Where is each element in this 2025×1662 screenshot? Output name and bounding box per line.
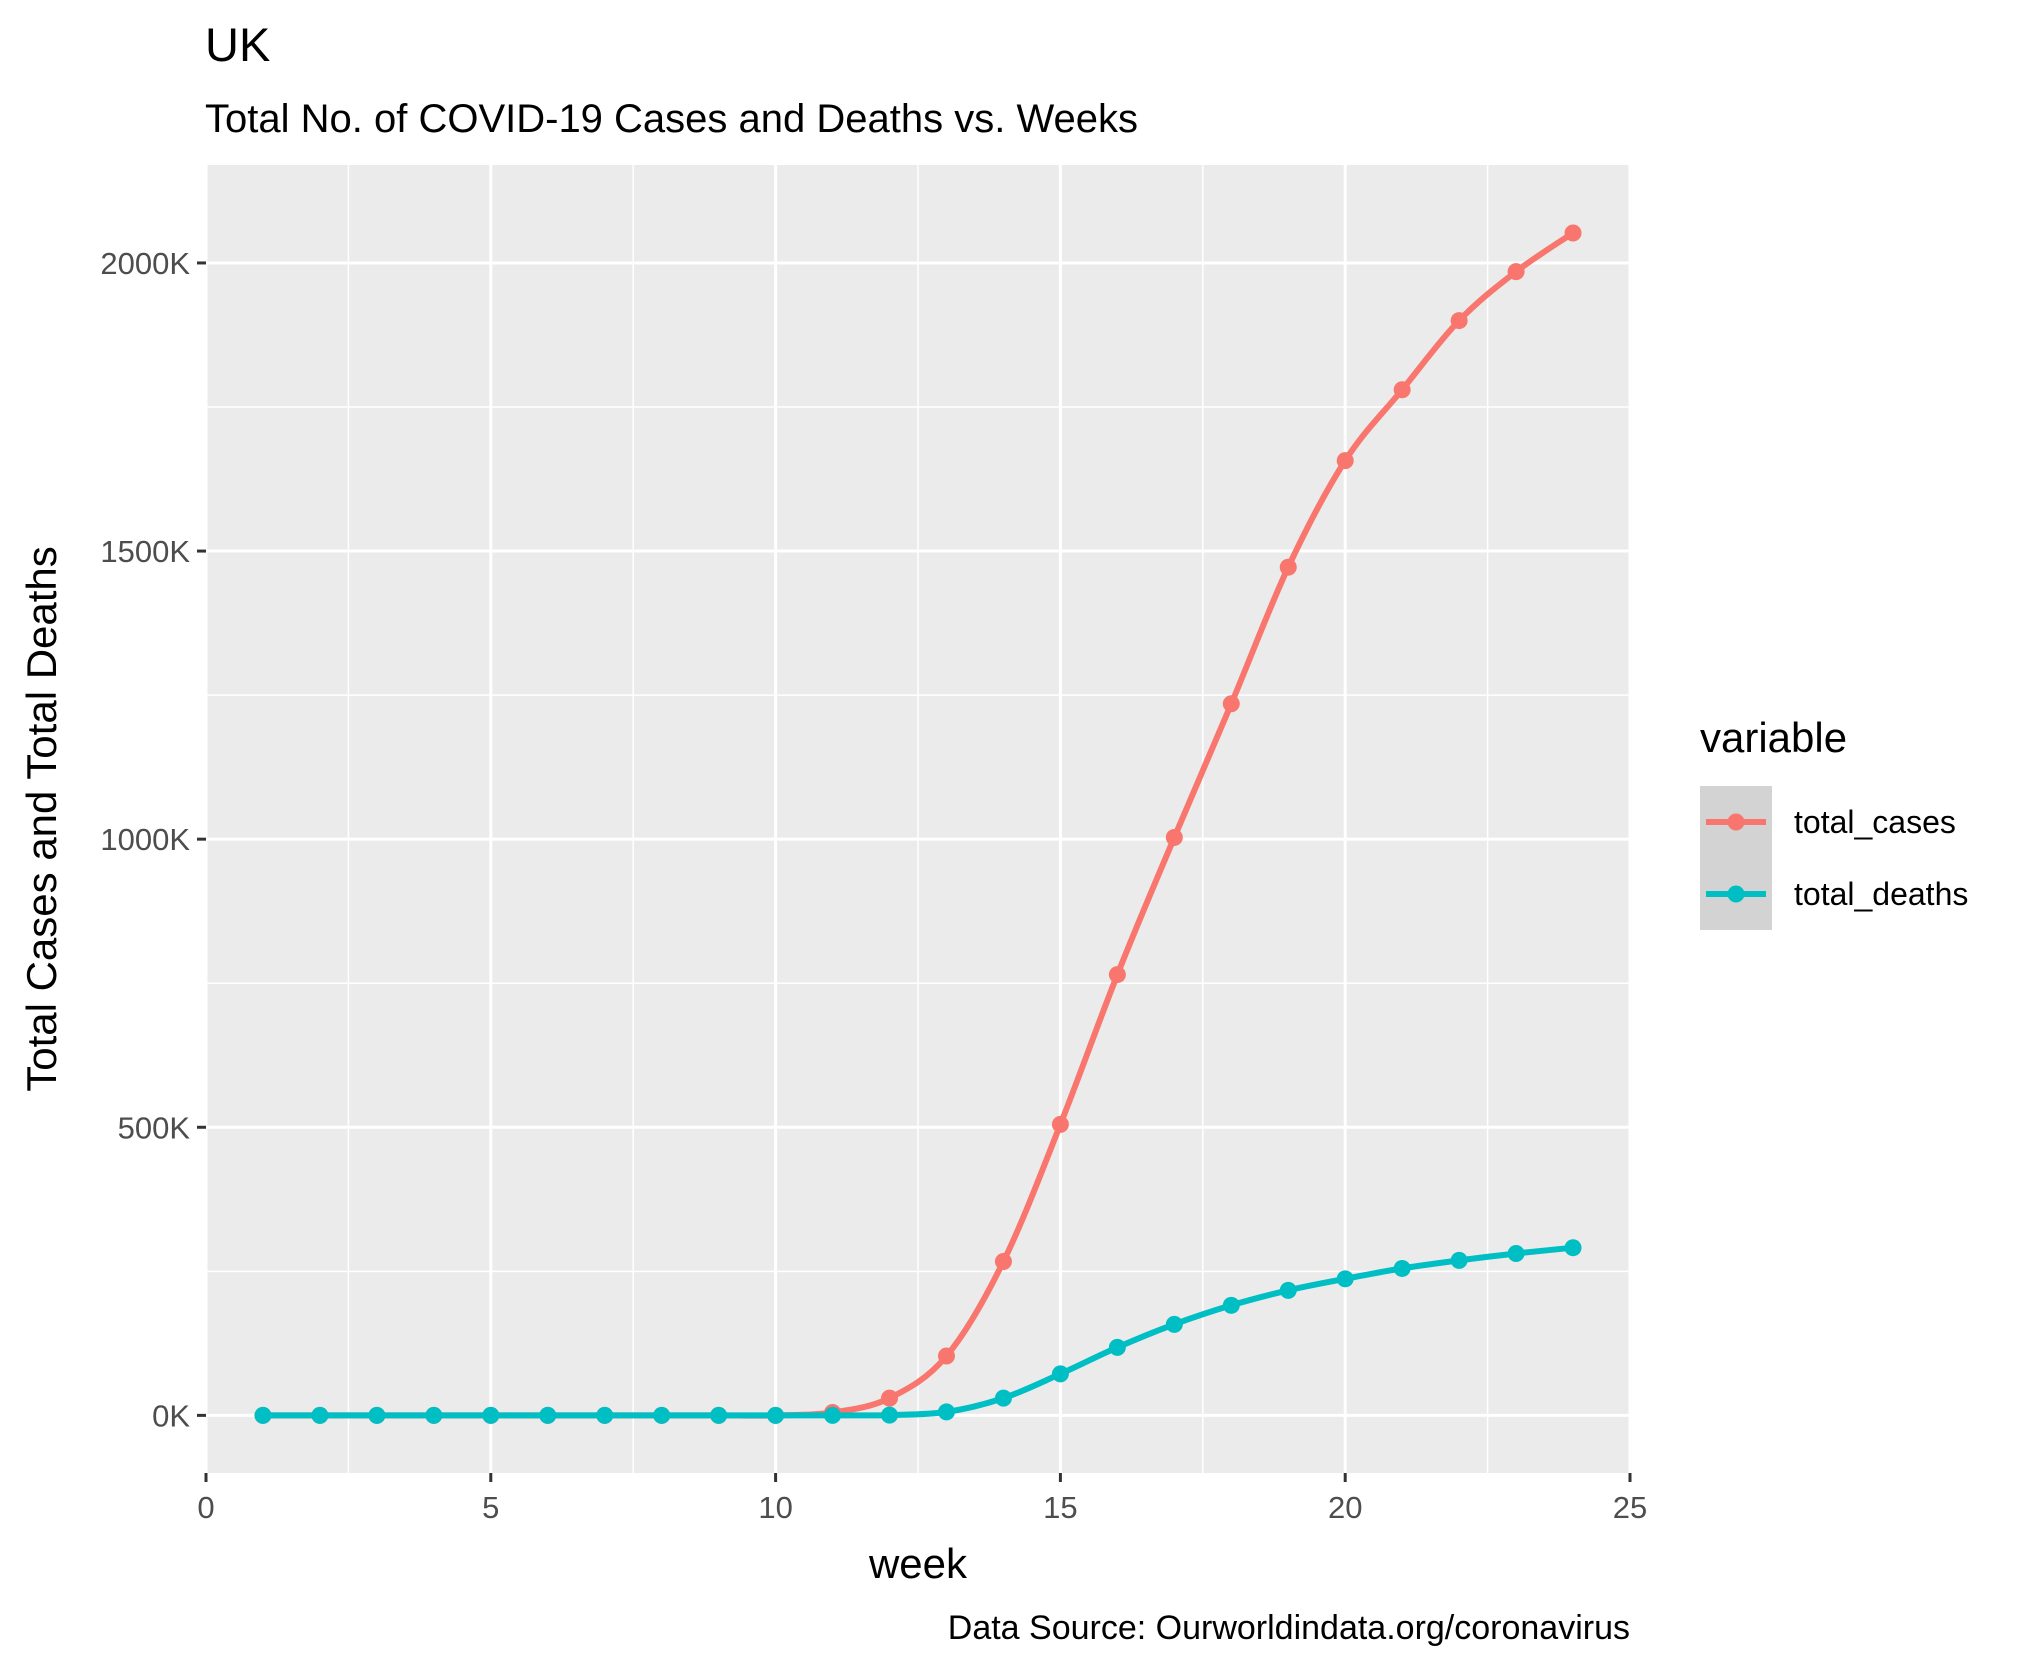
data-point — [539, 1406, 557, 1424]
data-point — [1393, 1259, 1411, 1277]
data-point — [1279, 1281, 1297, 1299]
legend-items: total_cases total_deaths — [1700, 786, 1968, 930]
data-point — [1165, 1315, 1183, 1333]
data-point — [710, 1406, 728, 1424]
legend-item-total-cases: total_cases — [1706, 804, 1956, 840]
data-point — [482, 1406, 500, 1424]
legend: variable total_cases total_deaths — [1700, 714, 1968, 930]
chart-title: UK — [205, 18, 270, 71]
y-tick-label: 1500K — [100, 534, 190, 569]
data-point — [368, 1406, 386, 1424]
legend-key-point — [1727, 813, 1745, 831]
x-axis-label: week — [868, 1540, 968, 1587]
data-point — [1165, 828, 1183, 846]
data-point — [881, 1406, 899, 1424]
data-point — [311, 1406, 329, 1424]
data-point — [1507, 1244, 1525, 1262]
legend-title: variable — [1700, 714, 1847, 761]
data-point — [767, 1406, 785, 1424]
data-point — [1336, 452, 1354, 470]
chart-subtitle: Total No. of COVID-19 Cases and Deaths v… — [205, 97, 1138, 141]
legend-label: total_deaths — [1794, 876, 1968, 912]
data-point — [824, 1406, 842, 1424]
data-point — [1564, 1239, 1582, 1257]
data-point — [1450, 1251, 1468, 1269]
data-point — [1108, 1338, 1126, 1356]
data-point — [1108, 966, 1126, 984]
data-point — [881, 1389, 899, 1407]
data-point — [1051, 1365, 1069, 1383]
data-point — [937, 1403, 955, 1421]
data-point — [1393, 381, 1411, 399]
data-point — [1450, 312, 1468, 330]
data-point — [1222, 1296, 1240, 1314]
data-point — [596, 1406, 614, 1424]
data-point — [994, 1389, 1012, 1407]
y-tick-label: 1000K — [100, 822, 190, 857]
x-tick-label: 0 — [197, 1490, 214, 1525]
caption: Data Source: Ourworldindata.org/coronavi… — [948, 1609, 1630, 1647]
x-tick-label: 25 — [1613, 1490, 1647, 1525]
data-point — [1507, 263, 1525, 281]
legend-item-total-deaths: total_deaths — [1706, 876, 1968, 912]
data-point — [653, 1406, 671, 1424]
series-layer — [254, 224, 1582, 1424]
grid — [204, 165, 1632, 1473]
data-point — [425, 1406, 443, 1424]
data-point — [1279, 558, 1297, 576]
legend-label: total_cases — [1794, 804, 1956, 840]
x-tick-label: 5 — [482, 1490, 499, 1525]
data-point — [1564, 224, 1582, 242]
x-tick-label: 10 — [758, 1490, 792, 1525]
data-point — [994, 1253, 1012, 1271]
x-tick-label: 20 — [1328, 1490, 1362, 1525]
axes: 0 5 10 15 20 25 0K 500K 1000K 1500K 2000K — [100, 246, 1647, 1525]
legend-key-background — [1700, 786, 1772, 930]
y-tick-label: 500K — [118, 1110, 191, 1145]
x-tick-label: 15 — [1043, 1490, 1077, 1525]
data-point — [254, 1406, 272, 1424]
y-axis-label: Total Cases and Total Deaths — [18, 546, 65, 1092]
series-total-deaths — [254, 1239, 1582, 1424]
legend-key-point — [1727, 885, 1745, 903]
data-point — [1336, 1270, 1354, 1288]
y-tick-label: 0K — [152, 1398, 190, 1433]
y-tick-label: 2000K — [100, 246, 190, 281]
data-point — [937, 1347, 955, 1365]
data-point — [1222, 695, 1240, 713]
data-point — [1051, 1115, 1069, 1133]
